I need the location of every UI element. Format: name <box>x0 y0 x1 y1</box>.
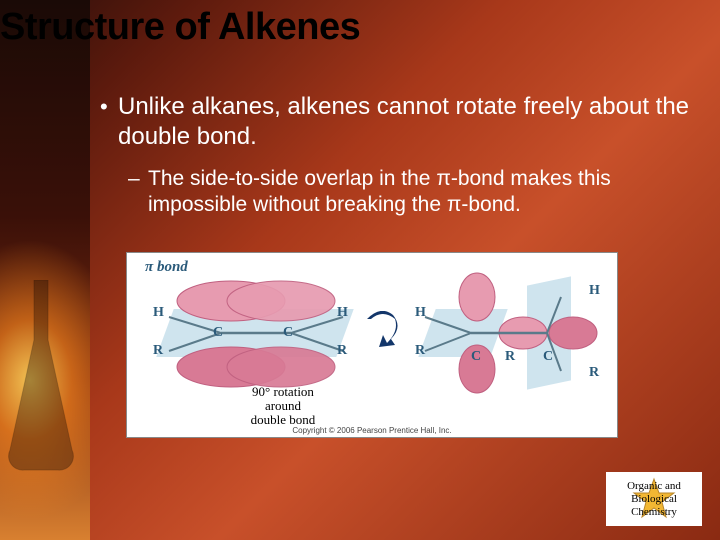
book-tag: Organic and Biological Chemistry <box>606 472 702 526</box>
bullet-level1: • Unlike alkanes, alkenes cannot rotate … <box>100 92 692 152</box>
bullet-level2: – The side-to-side overlap in the π-bond… <box>128 166 692 218</box>
right-C-2: C <box>543 349 553 365</box>
bullet-dash: – <box>128 166 148 218</box>
bullet2-text: The side-to-side overlap in the π-bond m… <box>148 166 692 218</box>
right-C-1: C <box>471 349 481 365</box>
figure-copyright: Copyright © 2006 Pearson Prentice Hall, … <box>127 426 617 435</box>
bullet-dot: • <box>100 92 118 152</box>
left-H-2: H <box>337 305 348 321</box>
figure-caption: 90° rotation around double bond <box>223 385 343 427</box>
right-R-2: R <box>505 349 515 365</box>
tag-l3: Chemistry <box>631 506 677 518</box>
right-R-3: R <box>589 365 599 381</box>
left-C-1: C <box>213 325 223 341</box>
left-R-2: R <box>337 343 347 359</box>
tag-l1: Organic and <box>627 480 681 492</box>
pi-symbol-2: π <box>447 193 462 216</box>
caption-l2: around <box>265 398 301 413</box>
right-H-1: H <box>415 305 426 321</box>
figure-container: π bond H R C C H R <box>126 252 618 438</box>
caption-l1: 90° rotation <box>252 384 314 399</box>
tag-l2: Biological <box>631 493 677 505</box>
bullet1-text: Unlike alkanes, alkenes cannot rotate fr… <box>118 92 692 152</box>
sub-suffix: -bond. <box>461 193 521 216</box>
left-R-1: R <box>153 343 163 359</box>
caption-l3: double bond <box>251 412 316 427</box>
right-R-1: R <box>415 343 425 359</box>
title-text: Structure of Alkenes <box>0 6 360 48</box>
sub-prefix: The side-to-side overlap in the <box>148 167 436 190</box>
rotation-arrow-icon <box>365 311 401 351</box>
flask-silhouette <box>6 280 76 480</box>
left-H-1: H <box>153 305 164 321</box>
right-H-2: H <box>589 283 600 299</box>
right-orbitals <box>411 267 611 407</box>
slide-title: Structure of Alkenes <box>0 6 360 49</box>
book-tag-text: Organic and Biological Chemistry <box>627 480 681 519</box>
figure-inner: π bond H R C C H R <box>127 253 617 437</box>
content-area: • Unlike alkanes, alkenes cannot rotate … <box>100 92 692 236</box>
left-orbitals <box>151 267 361 397</box>
pi-symbol-1: π <box>436 167 451 190</box>
left-C-2: C <box>283 325 293 341</box>
